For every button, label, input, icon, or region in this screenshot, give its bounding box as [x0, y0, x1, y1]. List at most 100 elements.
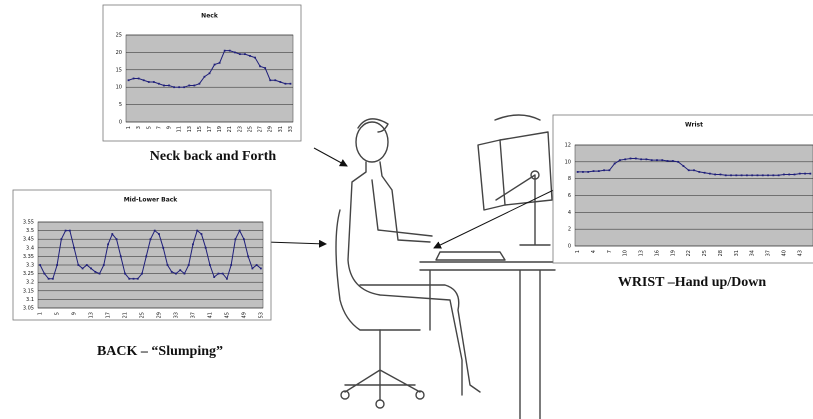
x-tick-label: 10 — [623, 250, 629, 256]
x-tick-label: 45 — [224, 312, 230, 318]
data-point — [251, 268, 253, 270]
y-tick-label: 0 — [568, 244, 571, 250]
x-tick-label: 40 — [781, 250, 787, 256]
data-point — [175, 273, 177, 275]
x-tick-label: 33 — [288, 126, 294, 132]
x-tick-label: 5 — [146, 126, 152, 129]
data-point — [138, 78, 140, 80]
x-tick-label: 41 — [207, 312, 213, 318]
chart-title: Wrist — [685, 122, 703, 129]
data-point — [222, 273, 224, 275]
arrow — [266, 242, 326, 244]
data-point — [235, 238, 237, 240]
data-point — [704, 172, 706, 174]
data-point — [794, 174, 796, 176]
x-tick-label: 13 — [89, 312, 95, 318]
data-point — [239, 230, 241, 232]
figure: Neck back and Forth BACK – “Slumping” WR… — [0, 0, 813, 419]
data-point — [65, 230, 67, 232]
x-tick-label: 37 — [766, 250, 772, 256]
data-point — [244, 53, 246, 55]
data-point — [254, 57, 256, 59]
x-tick-label: 22 — [686, 250, 692, 256]
data-point — [778, 174, 780, 176]
data-point — [94, 271, 96, 273]
data-point — [116, 238, 118, 240]
x-tick-label: 13 — [187, 126, 193, 132]
data-point — [635, 158, 637, 160]
data-point — [688, 169, 690, 171]
x-tick-label: 21 — [227, 126, 233, 132]
x-tick-label: 27 — [258, 126, 264, 132]
x-tick-label: 43 — [797, 250, 803, 256]
data-point — [69, 230, 71, 232]
data-point — [608, 169, 610, 171]
data-point — [178, 86, 180, 88]
data-point — [168, 85, 170, 87]
data-point — [751, 174, 753, 176]
data-point — [162, 247, 164, 249]
y-tick-label: 10 — [565, 159, 571, 165]
data-point — [735, 174, 737, 176]
data-point — [219, 62, 221, 64]
y-tick-label: 3.05 — [23, 306, 34, 312]
data-point — [171, 271, 173, 273]
data-point — [213, 276, 215, 278]
y-tick-label: 3.25 — [23, 271, 34, 277]
data-point — [772, 174, 774, 176]
data-point — [201, 233, 203, 235]
data-point — [709, 173, 711, 175]
y-tick-label: 4 — [568, 210, 571, 216]
chart-title: Neck — [201, 13, 219, 20]
data-point — [725, 174, 727, 176]
data-point — [179, 269, 181, 271]
data-point — [52, 278, 54, 280]
y-tick-label: 0 — [119, 120, 122, 126]
data-point — [247, 256, 249, 258]
y-tick-label: 5 — [119, 102, 122, 108]
data-point — [163, 85, 165, 87]
page: Neck back and Forth BACK – “Slumping” WR… — [0, 0, 813, 419]
x-tick-label: 33 — [173, 312, 179, 318]
data-point — [260, 268, 262, 270]
data-point — [198, 83, 200, 85]
data-point — [783, 174, 785, 176]
x-tick-label: 49 — [241, 312, 247, 318]
data-point — [757, 174, 759, 176]
arrow — [314, 148, 347, 166]
data-point — [43, 273, 45, 275]
x-tick-label: 19 — [670, 250, 676, 256]
data-point — [714, 174, 716, 176]
data-point — [128, 79, 130, 81]
y-tick-label: 8 — [568, 176, 571, 182]
data-point — [619, 159, 621, 161]
data-point — [196, 230, 198, 232]
x-tick-label: 19 — [217, 126, 223, 132]
data-point — [111, 233, 113, 235]
data-point — [218, 273, 220, 275]
x-tick-label: 16 — [654, 250, 660, 256]
x-tick-label: 4 — [591, 250, 597, 253]
arrow — [434, 184, 566, 248]
data-point — [651, 159, 653, 161]
data-point — [192, 243, 194, 245]
data-point — [249, 55, 251, 57]
x-tick-label: 9 — [167, 126, 173, 129]
data-point — [243, 238, 245, 240]
data-point — [209, 264, 211, 266]
data-point — [598, 170, 600, 172]
data-point — [274, 79, 276, 81]
y-tick-label: 3.55 — [23, 220, 34, 226]
data-point — [60, 238, 62, 240]
data-point — [804, 173, 806, 175]
caption: BACK – “Slumping” — [97, 344, 223, 359]
x-tick-label: 25 — [247, 126, 253, 132]
y-tick-label: 3.15 — [23, 288, 34, 294]
data-point — [173, 86, 175, 88]
x-tick-label: 31 — [278, 126, 284, 132]
y-tick-label: 10 — [116, 85, 122, 91]
data-point — [82, 268, 84, 270]
data-point — [158, 83, 160, 85]
data-point — [799, 173, 801, 175]
data-point — [677, 161, 679, 163]
